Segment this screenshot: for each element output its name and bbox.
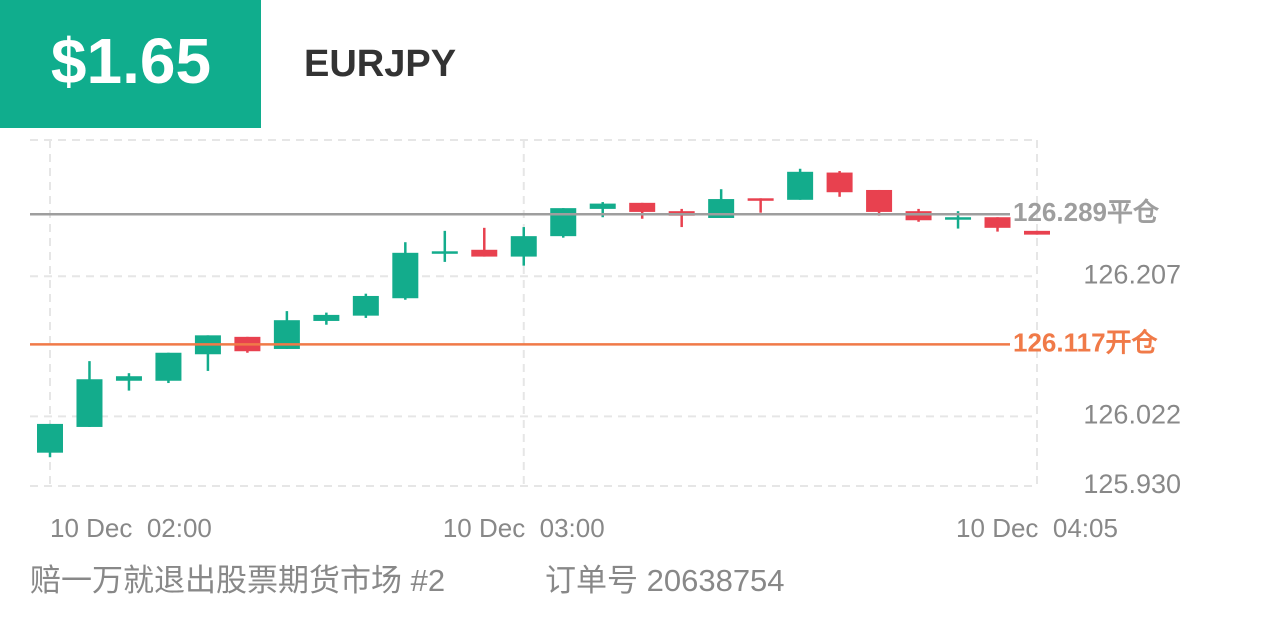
candle-body: [984, 217, 1011, 228]
candle-body: [589, 203, 616, 209]
candle-body: [905, 211, 932, 221]
symbol: EURJPY: [304, 43, 456, 85]
candle-body: [866, 189, 893, 212]
candle-body: [37, 423, 63, 453]
profit: $1.65: [51, 25, 211, 97]
candle-body: [155, 352, 182, 381]
candle-body: [826, 172, 853, 193]
candle-body: [313, 314, 340, 321]
candle-body: [945, 217, 972, 220]
candle-body: [787, 171, 814, 200]
profit-box: [0, 0, 261, 128]
y-tick-label: 126.207: [1083, 259, 1181, 289]
candle-body: [747, 198, 774, 201]
candle-body: [392, 252, 419, 299]
candle-body: [1024, 230, 1050, 235]
candle-body: [629, 202, 656, 212]
price-line-label: 126.117开仓: [1013, 327, 1159, 357]
x-tick-label: 10 Dec 04:05: [956, 513, 1118, 543]
candle-body: [115, 376, 142, 381]
y-tick-label: 125.930: [1083, 469, 1181, 499]
candle-body: [510, 236, 537, 257]
candle-body: [431, 251, 458, 254]
candle-body: [76, 379, 103, 427]
candle-body: [352, 295, 379, 316]
footer-note: 赔一万就退出股票期货市场 #2: [30, 563, 445, 598]
candle-body: [550, 208, 577, 237]
price-line-label: 126.289平仓: [1013, 197, 1160, 227]
y-tick-label: 126.022: [1083, 399, 1181, 429]
x-tick-label: 10 Dec 03:00: [443, 513, 605, 543]
order-number: 订单号 20638754: [545, 563, 785, 598]
x-tick-label: 10 Dec 02:00: [50, 513, 212, 543]
candle-body: [471, 249, 498, 257]
